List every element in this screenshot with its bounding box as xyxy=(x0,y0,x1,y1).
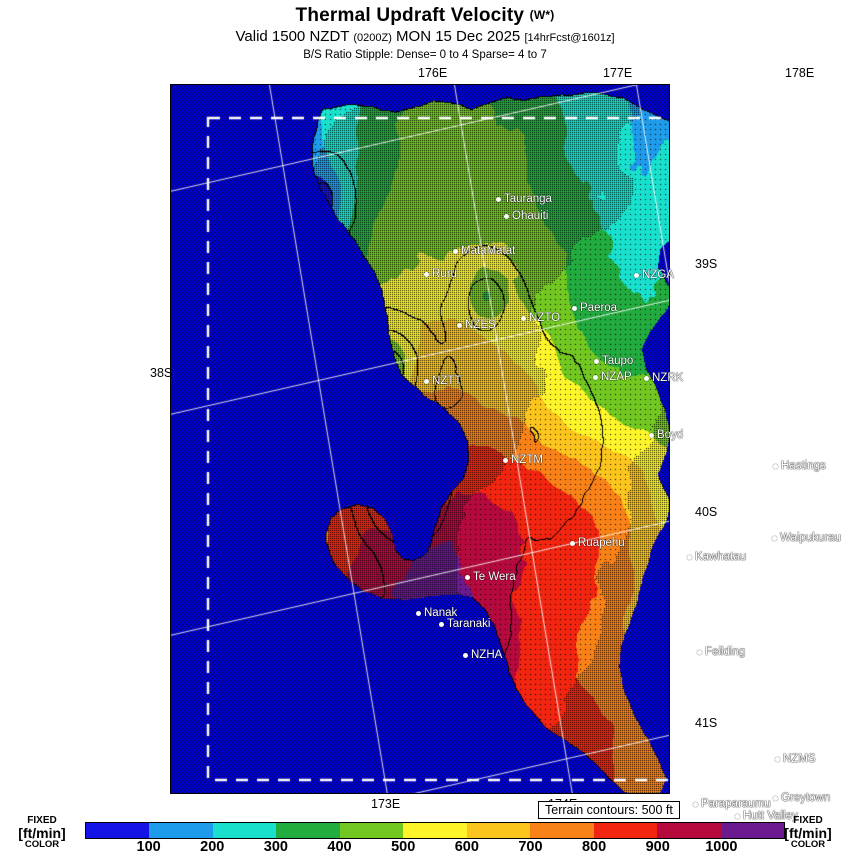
title-main: Thermal Updraft Velocity xyxy=(295,5,525,26)
place-label: Paraparaumu xyxy=(693,798,771,810)
station-dot-icon xyxy=(687,554,692,560)
title-block: Thermal Updraft Velocity (W*) Valid 1500… xyxy=(0,0,850,62)
color-tick-300: 300 xyxy=(263,839,289,855)
valid-date: MON 15 Dec 2025 xyxy=(396,28,521,45)
place-name: Feilding xyxy=(705,646,746,658)
color-tick-800: 800 xyxy=(581,839,607,855)
lon-label-top-178E: 178E xyxy=(785,66,815,80)
color-scale-bar[interactable] xyxy=(85,822,785,839)
color-tick-600: 600 xyxy=(454,839,479,855)
place-name: NZMS xyxy=(783,753,816,765)
station-dot-icon xyxy=(772,535,777,541)
color-band-1 xyxy=(149,823,213,838)
lat-label-right-41S: 41S xyxy=(695,716,718,730)
legend-right-color: COLOR xyxy=(790,839,826,850)
legend-right-fixed: FIXED xyxy=(793,815,823,826)
map-canvas[interactable] xyxy=(170,84,670,794)
color-band-3 xyxy=(276,823,340,838)
lat-label-right-40S: 40S xyxy=(695,505,718,519)
color-tick-1000: 1000 xyxy=(705,839,738,855)
place-name: Hastings xyxy=(781,460,826,472)
color-band-6 xyxy=(466,823,531,838)
station-dot-icon xyxy=(697,649,702,655)
place-label: Greytown xyxy=(773,792,830,804)
place-label: Hastings xyxy=(773,460,826,472)
lon-label-top-176E: 176E xyxy=(418,66,448,80)
color-tick-400: 400 xyxy=(327,839,352,855)
place-name: Paraparaumu xyxy=(701,798,771,810)
lon-label-top-177E: 177E xyxy=(603,66,633,80)
legend-left-color: COLOR xyxy=(24,839,60,850)
place-label: NZMS xyxy=(775,753,816,765)
color-band-2 xyxy=(212,823,277,838)
place-label: Kawhatau xyxy=(687,551,746,563)
forecast-map[interactable]: Tauranga Ohauiti MataMatat Ruru NZGA NZES NZTO… xyxy=(170,84,841,822)
station-dot-icon xyxy=(693,801,698,807)
color-tick-700: 700 xyxy=(518,839,543,855)
color-scale-ticks: 100 200 300 400 500 600 700 800 900 1000 xyxy=(85,839,785,859)
valid-time: Valid 1500 NZDT xyxy=(235,28,350,45)
color-band-5 xyxy=(403,823,467,838)
color-tick-200: 200 xyxy=(200,839,225,855)
place-name: Waipukurau xyxy=(780,532,841,544)
color-band-0 xyxy=(86,823,150,838)
place-name: Kawhatau xyxy=(695,551,747,563)
map-raster[interactable] xyxy=(170,84,670,794)
color-tick-500: 500 xyxy=(391,839,416,855)
color-band-4 xyxy=(339,823,404,838)
stipple-note: B/S Ratio Stipple: Dense= 0 to 4 Sparse=… xyxy=(303,49,547,61)
lon-label-bottom-173E: 173E xyxy=(371,797,401,811)
legend-right-units: [ft/min] xyxy=(784,825,832,841)
color-tick-100: 100 xyxy=(136,839,161,855)
station-dot-icon xyxy=(735,813,740,819)
station-dot-icon xyxy=(773,795,778,801)
lat-label-left-38S: 38S xyxy=(150,366,173,380)
color-band-9 xyxy=(657,823,721,838)
color-band-8 xyxy=(593,823,658,838)
page-title: Thermal Updraft Velocity (W*) xyxy=(0,4,850,27)
color-tick-900: 900 xyxy=(645,839,670,855)
place-label: Waipukurau xyxy=(772,532,841,544)
legend-right: FIXED [ft/min] COLOR xyxy=(772,816,844,850)
station-dot-icon xyxy=(775,756,780,762)
place-name: Greytown xyxy=(781,792,831,804)
place-label: Feilding xyxy=(697,646,745,658)
lat-label-right-39S: 39S xyxy=(695,257,718,271)
color-band-7 xyxy=(530,823,594,838)
color-band-10 xyxy=(720,823,784,838)
legend-left-units: [ft/min] xyxy=(18,825,66,841)
valid-line: Valid 1500 NZDT (0200Z) MON 15 Dec 2025 … xyxy=(0,28,850,47)
legend-left: FIXED [ft/min] COLOR xyxy=(6,816,78,850)
title-variable: (W*) xyxy=(529,8,555,22)
valid-zulu: (0200Z) xyxy=(353,32,392,44)
forecast-tag: [14hrFcst@1601z] xyxy=(524,32,615,44)
station-dot-icon xyxy=(773,463,778,469)
legend-left-fixed: FIXED xyxy=(27,815,57,826)
terrain-contour-note: Terrain contours: 500 ft xyxy=(538,801,680,819)
